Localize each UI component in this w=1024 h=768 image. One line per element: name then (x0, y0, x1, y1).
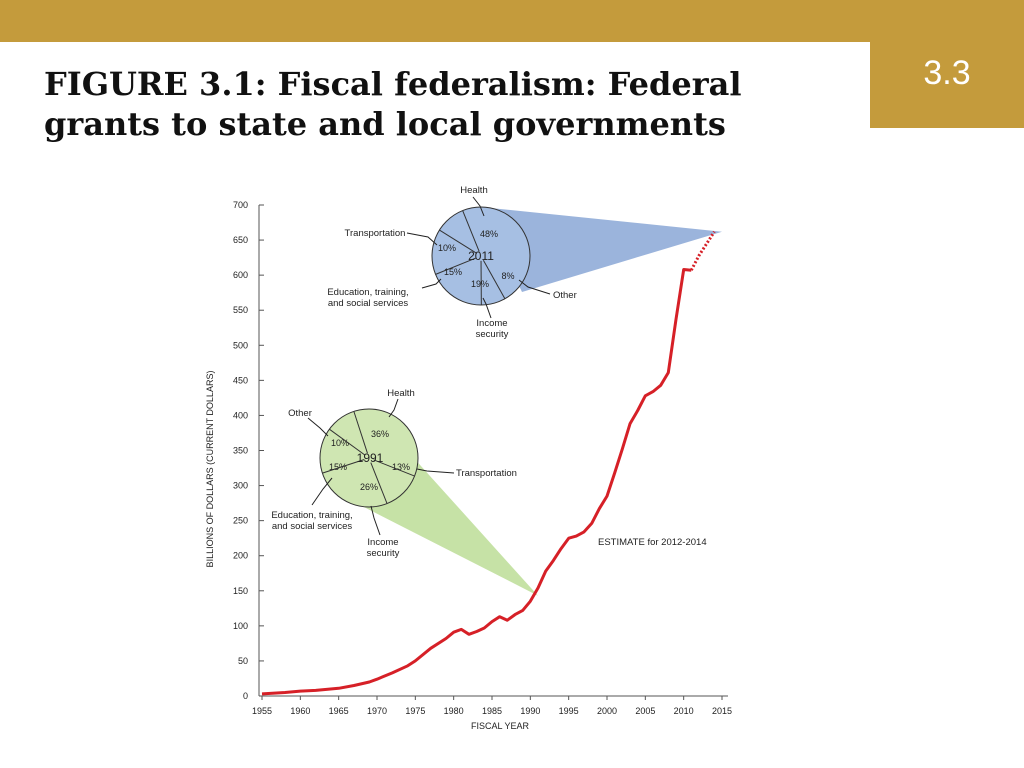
y-axis-title: BILLIONS OF DOLLARS (CURRENT DOLLARS) (205, 371, 215, 568)
leader-lines (307, 196, 551, 536)
callout-2011-other: Other (553, 290, 577, 301)
x-tick-label-1970: 1970 (367, 706, 387, 716)
callout-2011-edu-line1: Education, training, (327, 287, 408, 298)
callout-1991-transport: Transportation (456, 468, 517, 479)
y-tick-label-550: 550 (233, 305, 248, 315)
pie-2011-dividers (435, 210, 506, 306)
leader-2011-transport (406, 232, 438, 246)
pie-2011-health-pct: 48% (480, 229, 498, 239)
slide-number: 3.3 (923, 54, 971, 92)
leader-1991-income (370, 505, 381, 536)
pie-1991-circle (319, 408, 419, 508)
y-tick-label-300: 300 (233, 481, 248, 491)
y-tick-label-0: 0 (243, 691, 248, 701)
callout-2011-income-line2: security (476, 329, 509, 340)
pie-2011-edu-pct: 15% (444, 267, 462, 277)
grants-line (261, 268, 692, 696)
callout-1991-health: Health (387, 388, 414, 399)
callout-2011-income-line1: Income (476, 318, 507, 329)
pie-1991-dividers (322, 411, 415, 504)
y-tick-label-200: 200 (233, 551, 248, 561)
pie-1991: 1991 36% 10% 15% 26% 13% (319, 408, 419, 508)
x-ticks: 1955 1960 1965 1970 1975 1980 1985 1990 1995 2000… (252, 696, 732, 716)
y-tick-label-600: 600 (233, 270, 248, 280)
pie-1991-income-pct: 26% (360, 482, 378, 492)
pie-2011-other-pct: 8% (501, 271, 514, 281)
y-tick-label-50: 50 (238, 656, 248, 666)
pie-2011: 2011 48% 10% 15% 19% 8% (431, 206, 531, 306)
leader-1991-transport (416, 468, 455, 474)
x-tick-label-2010: 2010 (674, 706, 694, 716)
leader-2011-edu (421, 278, 442, 289)
x-tick-label-1995: 1995 (559, 706, 579, 716)
pie-1991-divider-2 (370, 462, 388, 504)
y-tick-label-700: 700 (233, 200, 248, 210)
slide-title-line-2: grants to state and local governments (44, 105, 726, 143)
callout-1991-edu-line2: and social services (272, 521, 353, 532)
callout-2011-health: Health (460, 185, 487, 196)
pie-1991-divider-1 (373, 459, 415, 477)
callout-2011-transport: Transportation (345, 228, 406, 239)
pie-2011-year: 2011 (468, 249, 494, 263)
leader-2011-other (518, 279, 551, 295)
pie-1991-transport-pct: 13% (392, 462, 410, 472)
x-tick-label-2005: 2005 (635, 706, 655, 716)
pie-1991-divider-0 (353, 411, 368, 454)
pie-2011-divider-1 (482, 260, 506, 300)
leader-2011-health (472, 196, 485, 217)
pie-1991-divider-3 (322, 459, 365, 474)
pie-1991-edu-pct: 15% (329, 462, 347, 472)
x-tick-label-2015: 2015 (712, 706, 732, 716)
top-band (0, 0, 1024, 42)
leader-2011-income (482, 297, 492, 319)
y-tick-label-450: 450 (233, 375, 248, 385)
y-tick-label-500: 500 (233, 340, 248, 350)
pie-2011-wedge (481, 207, 722, 292)
estimate-label: ESTIMATE for 2012-2014 (598, 537, 707, 548)
pie-1991-year: 1991 (357, 451, 384, 465)
y-tick-label-400: 400 (233, 410, 248, 420)
y-tick-label-250: 250 (233, 516, 248, 526)
x-tick-label-1965: 1965 (329, 706, 349, 716)
y-tick-label-150: 150 (233, 586, 248, 596)
callout-1991-income-line2: security (367, 548, 400, 559)
x-tick-label-1975: 1975 (405, 706, 425, 716)
pie-2011-income-pct: 19% (471, 279, 489, 289)
x-tick-label-1990: 1990 (520, 706, 540, 716)
pie-1991-other-pct: 10% (331, 438, 349, 448)
callout-2011-edu-line2: and social services (328, 298, 409, 309)
pie-2011-divider-0 (462, 210, 480, 252)
x-tick-label-1955: 1955 (252, 706, 272, 716)
y-tick-label-350: 350 (233, 446, 248, 456)
pie-1991-health-pct: 36% (371, 429, 389, 439)
x-tick-label-1980: 1980 (444, 706, 464, 716)
slide-title-line-1: FIGURE 3.1: Fiscal federalism: Federal (44, 65, 742, 103)
x-tick-label-1960: 1960 (290, 706, 310, 716)
callout-1991-edu-line1: Education, training, (271, 510, 352, 521)
y-ticks: 0 50 100 150 200 250 300 350 400 450 500 550 600 650 7… (233, 200, 264, 701)
pie-2011-divider-4 (439, 229, 478, 254)
slide-title: FIGURE 3.1: Fiscal federalism: Federal g… (44, 64, 844, 144)
callout-1991-other: Other (288, 408, 312, 419)
leader-1991-edu (311, 477, 333, 506)
x-tick-label-1985: 1985 (482, 706, 502, 716)
leader-1991-health (388, 398, 399, 418)
slide-number-badge: 3.3 (870, 42, 1024, 128)
leader-1991-other (307, 417, 329, 437)
pie-2011-transport-pct: 10% (438, 243, 456, 253)
y-tick-label-650: 650 (233, 235, 248, 245)
estimate-line (689, 230, 716, 271)
y-tick-label-100: 100 (233, 621, 248, 631)
callout-labels: Health Transportation Education, trainin… (271, 185, 706, 559)
x-tick-label-2000: 2000 (597, 706, 617, 716)
pie-1991-divider-4 (329, 428, 366, 456)
x-axis-title: FISCAL YEAR (471, 721, 530, 731)
callout-1991-income-line1: Income (367, 537, 398, 548)
pie-2011-divider-3 (435, 257, 477, 275)
